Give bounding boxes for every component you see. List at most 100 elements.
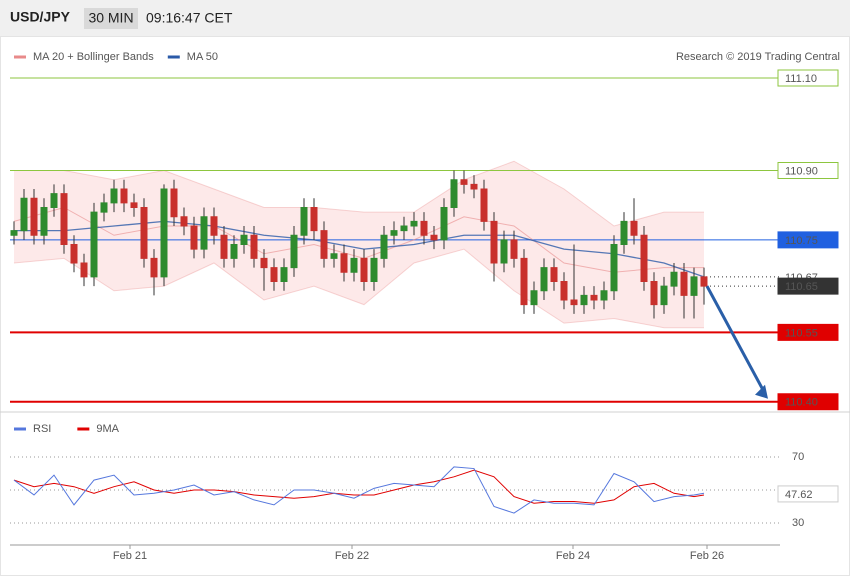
candle-body — [510, 239, 518, 259]
candle-body — [360, 257, 368, 282]
candle-body — [30, 197, 38, 236]
candle-body — [380, 234, 388, 259]
candle-body — [520, 257, 528, 306]
current-value-tag — [777, 485, 839, 503]
rsi-line — [13, 469, 705, 504]
candle-body — [90, 211, 98, 278]
forecast-arrowhead — [755, 384, 768, 399]
candle-body — [440, 207, 448, 241]
candle-body — [200, 216, 208, 250]
candle-body — [230, 244, 238, 259]
candle-body — [100, 202, 108, 213]
x-tick-label: Feb 22 — [335, 550, 369, 562]
candle-body — [580, 294, 588, 306]
legend-label: RSI — [33, 423, 51, 435]
candle-body — [470, 183, 478, 190]
candle-body — [410, 220, 418, 227]
level-tag — [777, 393, 839, 411]
candle-body — [40, 207, 48, 236]
candle-body — [600, 290, 608, 301]
y-tick-label: 30 — [792, 517, 804, 529]
candle-body — [570, 299, 578, 306]
candle-body — [700, 276, 708, 287]
band-edge — [13, 248, 704, 329]
candle-body — [450, 179, 458, 208]
candle-body — [420, 220, 428, 236]
candle-body — [640, 234, 648, 282]
x-tick-label: Feb 24 — [556, 550, 590, 562]
timeframe-box — [84, 8, 138, 29]
candle-body — [680, 271, 688, 296]
legend-label: MA 50 — [187, 51, 218, 63]
y-tick-label: 70 — [792, 451, 804, 463]
level-tag — [777, 231, 839, 249]
candle-body — [350, 257, 358, 273]
current-value-label: 47.62 — [785, 489, 813, 501]
level-tag — [777, 162, 839, 179]
level-label: 110.55 — [785, 327, 818, 339]
candle-body — [460, 179, 468, 185]
level-label: 110.90 — [785, 165, 818, 177]
level-tag — [777, 277, 839, 295]
symbol: USD/JPY — [10, 9, 71, 25]
candle-body — [20, 197, 28, 232]
candle-body — [540, 267, 548, 292]
x-tick-label: Feb 26 — [690, 550, 724, 562]
candle-body — [370, 257, 378, 282]
candle-body — [190, 225, 198, 250]
candle-body — [490, 220, 498, 264]
candle-body — [140, 207, 148, 259]
x-tick-label: Feb 21 — [113, 550, 147, 562]
candle-body — [610, 244, 618, 292]
band-edge — [14, 160, 704, 227]
candle-body — [180, 216, 188, 227]
candle-body — [260, 257, 268, 269]
candle-body — [270, 267, 278, 282]
level-label: 110.65 — [785, 281, 818, 293]
candle-body — [210, 216, 218, 236]
credit: Research © 2019 Trading Central — [676, 51, 840, 63]
level-tag — [777, 69, 839, 87]
candle-body — [620, 220, 628, 245]
candle-body — [670, 271, 678, 287]
timeframe: 30 MIN — [88, 10, 133, 26]
candle-body — [430, 234, 438, 241]
candle-body — [300, 207, 308, 236]
candle-body — [310, 207, 318, 232]
legend-label: 9MA — [96, 423, 119, 435]
candle-body — [340, 253, 348, 273]
level-label: 111.10 — [785, 73, 817, 85]
forecast-arrow — [705, 285, 766, 393]
level-tag — [777, 323, 839, 341]
candle-body — [530, 290, 538, 306]
candle-body — [630, 220, 638, 236]
legend-label: MA 20 + Bollinger Bands — [33, 51, 154, 63]
candle-body — [170, 188, 178, 218]
candle-body — [330, 253, 338, 259]
candle-body — [110, 188, 118, 204]
candle-body — [120, 188, 128, 204]
candle-body — [660, 285, 668, 306]
candle-body — [80, 262, 88, 278]
rsi-line — [13, 466, 705, 514]
time: 09:16:47 CET — [146, 10, 233, 26]
candle-body — [480, 188, 488, 222]
candle-body — [220, 234, 228, 259]
candle-body — [60, 193, 68, 245]
candle-body — [560, 281, 568, 301]
level-label: 110.75 — [785, 235, 818, 247]
candle-body — [290, 234, 298, 269]
candle-body — [250, 234, 258, 259]
candle-body — [400, 225, 408, 232]
candle-body — [650, 281, 658, 306]
candle-body — [320, 230, 328, 259]
candle-body — [70, 244, 78, 264]
candle-body — [10, 230, 18, 236]
header-bar — [0, 0, 850, 36]
candle-body — [590, 294, 598, 301]
candle-body — [160, 188, 168, 278]
bollinger-band — [14, 161, 704, 328]
candle-body — [130, 202, 138, 208]
level-label: 110.40 — [785, 397, 818, 409]
